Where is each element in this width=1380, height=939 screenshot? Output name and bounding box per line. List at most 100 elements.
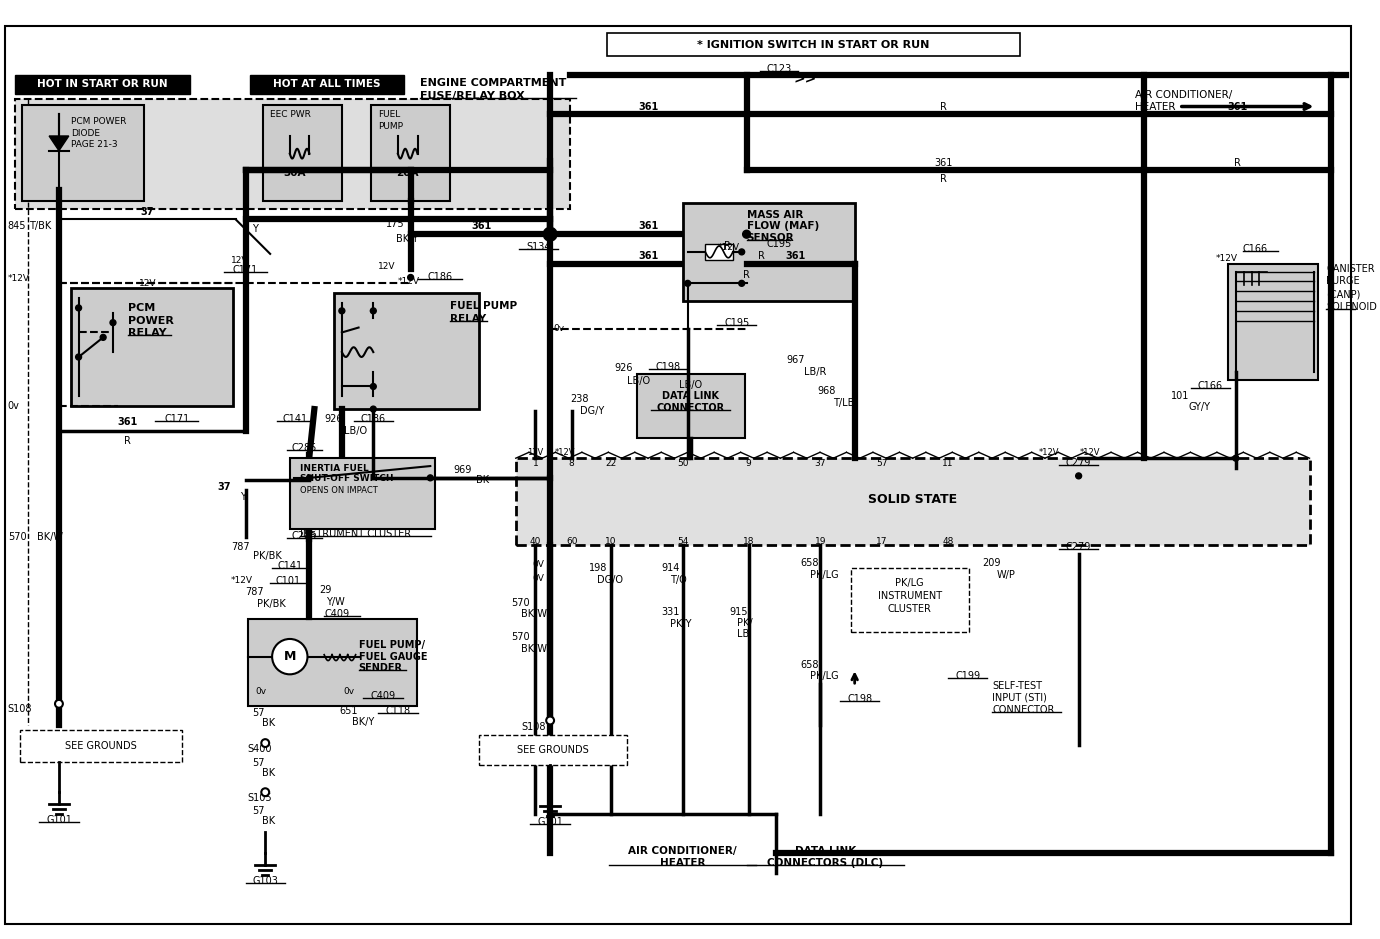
Text: C166: C166 <box>1243 244 1268 254</box>
Circle shape <box>742 230 751 239</box>
Circle shape <box>738 249 745 254</box>
Text: R: R <box>940 175 947 184</box>
Text: >>: >> <box>793 72 817 86</box>
Text: C186: C186 <box>428 272 453 283</box>
Text: RELAY: RELAY <box>450 314 486 324</box>
Text: HOT AT ALL TIMES: HOT AT ALL TIMES <box>273 80 381 89</box>
Circle shape <box>1075 473 1082 479</box>
Text: 198: 198 <box>589 563 607 573</box>
Text: DG/Y: DG/Y <box>580 406 604 416</box>
Bar <box>290 458 435 529</box>
Text: R: R <box>851 270 858 281</box>
Text: 570: 570 <box>8 531 26 542</box>
Bar <box>636 374 745 438</box>
Text: R: R <box>940 102 947 113</box>
Text: LB/O: LB/O <box>627 376 650 386</box>
Text: BK: BK <box>262 767 276 777</box>
Text: *12V: *12V <box>1039 448 1060 456</box>
Text: 926: 926 <box>324 414 344 423</box>
Text: PK/BK: PK/BK <box>254 551 282 562</box>
Text: BK/W: BK/W <box>520 644 546 654</box>
Text: 20A: 20A <box>396 168 420 178</box>
Text: INPUT (STI): INPUT (STI) <box>992 693 1047 703</box>
Text: C186: C186 <box>360 414 386 423</box>
Text: 238: 238 <box>570 394 588 405</box>
Text: R: R <box>124 436 131 445</box>
Circle shape <box>261 739 269 747</box>
Text: INSTRUMENT: INSTRUMENT <box>878 591 941 601</box>
Text: PAGE 21-3: PAGE 21-3 <box>70 140 117 149</box>
Text: 19: 19 <box>814 537 827 546</box>
Text: 361: 361 <box>638 251 658 261</box>
Text: C171: C171 <box>164 414 189 423</box>
Text: 570: 570 <box>511 632 530 642</box>
Text: 12V: 12V <box>527 448 544 456</box>
Text: 40: 40 <box>530 537 541 546</box>
Circle shape <box>428 475 433 481</box>
Bar <box>607 33 1020 56</box>
Text: 29: 29 <box>319 585 331 594</box>
Text: S105: S105 <box>247 793 272 803</box>
Text: 787: 787 <box>246 587 264 597</box>
Bar <box>15 75 189 94</box>
Text: OPENS ON IMPACT: OPENS ON IMPACT <box>299 486 377 495</box>
Text: C171: C171 <box>233 265 258 274</box>
Text: T/LB: T/LB <box>834 398 854 408</box>
Text: C141: C141 <box>282 414 308 423</box>
Text: 361: 361 <box>785 251 806 261</box>
Text: 361: 361 <box>117 417 138 427</box>
Text: 12V: 12V <box>230 256 248 265</box>
Bar <box>22 104 145 201</box>
Text: LB: LB <box>737 629 749 639</box>
Text: 37: 37 <box>814 458 827 468</box>
Circle shape <box>261 788 269 796</box>
Circle shape <box>1232 455 1239 461</box>
Text: RELAY: RELAY <box>128 329 167 338</box>
Text: 361: 361 <box>638 222 658 231</box>
Text: C199: C199 <box>955 671 980 682</box>
Circle shape <box>101 334 106 340</box>
Text: FUEL GAUGE: FUEL GAUGE <box>359 652 426 662</box>
Text: INERTIA FUEL: INERTIA FUEL <box>299 464 368 472</box>
Text: 60: 60 <box>566 537 577 546</box>
Text: PK/LG: PK/LG <box>810 570 839 580</box>
Text: *12V: *12V <box>555 448 575 456</box>
Text: HEATER: HEATER <box>660 858 705 868</box>
Bar <box>479 735 627 764</box>
Circle shape <box>110 319 116 326</box>
Text: BK/W: BK/W <box>520 609 546 620</box>
Text: S108: S108 <box>8 703 32 714</box>
Text: C285: C285 <box>291 443 317 454</box>
Text: C285: C285 <box>291 531 317 541</box>
Text: 967: 967 <box>785 355 805 365</box>
Text: 0V: 0V <box>533 560 544 569</box>
Text: C101: C101 <box>275 576 301 586</box>
Text: CONNECTOR: CONNECTOR <box>992 704 1054 715</box>
Text: C195: C195 <box>766 239 792 249</box>
Text: 651: 651 <box>339 706 357 716</box>
Text: G103: G103 <box>253 876 279 885</box>
Text: FUEL PUMP/: FUEL PUMP/ <box>359 639 425 650</box>
Text: R: R <box>758 251 765 261</box>
Text: *12V: *12V <box>1216 254 1238 263</box>
Text: PURGE: PURGE <box>1326 276 1359 286</box>
Text: 658: 658 <box>800 559 820 568</box>
Text: PK/LG: PK/LG <box>810 671 839 682</box>
Text: 0v: 0v <box>255 686 266 696</box>
Circle shape <box>546 716 553 724</box>
Text: CONNECTORS (DLC): CONNECTORS (DLC) <box>767 858 883 868</box>
Text: DATA LINK: DATA LINK <box>662 392 719 401</box>
Circle shape <box>306 475 312 481</box>
Text: MASS AIR: MASS AIR <box>747 209 803 220</box>
Text: *12V: *12V <box>718 243 740 253</box>
Text: 101: 101 <box>1172 392 1190 401</box>
Text: 12V: 12V <box>378 262 396 271</box>
Text: 361: 361 <box>638 102 658 113</box>
Text: R: R <box>723 241 730 251</box>
Text: 361: 361 <box>471 222 491 231</box>
Text: Y: Y <box>253 224 258 235</box>
Text: 570: 570 <box>511 597 530 608</box>
Bar <box>19 731 182 762</box>
Bar <box>683 203 854 301</box>
Text: GY/Y: GY/Y <box>1188 402 1210 412</box>
